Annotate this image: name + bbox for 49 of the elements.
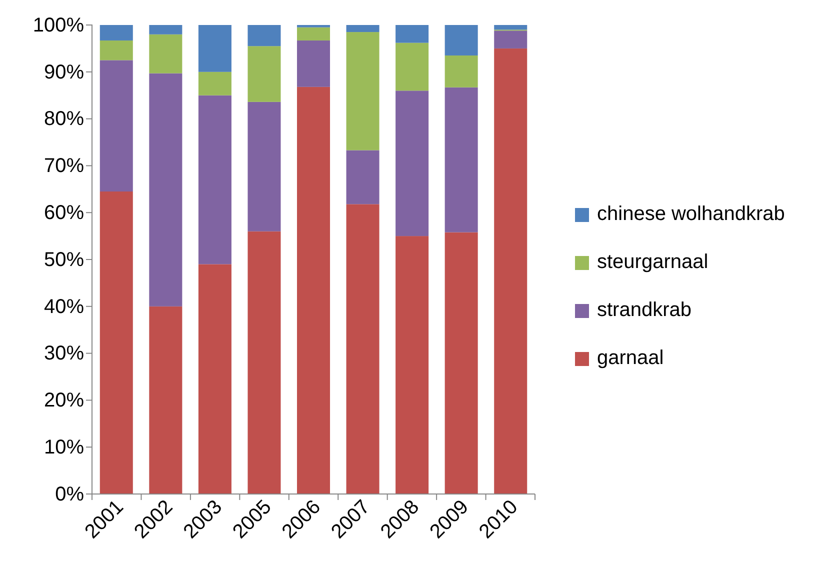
bar <box>149 306 182 494</box>
bar <box>494 25 528 30</box>
bar <box>149 73 182 306</box>
bar <box>248 102 281 232</box>
bar <box>346 32 380 150</box>
y-tick-label: 80% <box>44 108 84 130</box>
bar <box>296 40 330 87</box>
bar <box>396 42 429 91</box>
y-tick-label: 90% <box>44 61 84 84</box>
bar <box>346 25 380 32</box>
bar <box>296 86 330 494</box>
bar <box>444 55 478 88</box>
bar <box>100 40 133 60</box>
legend-label: chinese wolhandkrab <box>597 203 785 225</box>
legend-label: steurgarnaal <box>597 251 708 273</box>
bar <box>444 232 478 494</box>
bar <box>248 25 281 46</box>
bar <box>198 72 232 96</box>
bar <box>396 25 429 43</box>
bar <box>198 25 232 72</box>
bar <box>396 236 429 494</box>
y-tick-label: 0% <box>55 483 84 506</box>
bar <box>248 231 281 494</box>
y-tick-label: 10% <box>44 436 84 458</box>
legend-label: strandkrab <box>597 299 692 321</box>
bar <box>198 264 232 494</box>
bar <box>100 25 133 40</box>
y-tick-label: 70% <box>44 155 84 178</box>
bar <box>149 34 182 74</box>
bar <box>494 30 528 48</box>
bar <box>346 150 380 204</box>
bar <box>296 27 330 40</box>
bar <box>198 95 232 264</box>
bar <box>149 25 182 34</box>
bar <box>100 60 133 192</box>
bar <box>444 87 478 232</box>
bar <box>444 25 478 56</box>
bar <box>248 46 281 102</box>
y-tick-label: 30% <box>44 342 84 365</box>
y-tick-label: 20% <box>44 390 84 412</box>
y-tick-label: 100% <box>32 14 84 36</box>
y-tick-label: 50% <box>44 248 84 271</box>
bar <box>100 191 133 494</box>
y-tick-label: 60% <box>44 202 84 224</box>
y-tick-label: 40% <box>44 296 84 318</box>
legend-label: garnaal <box>597 347 664 369</box>
bar <box>494 48 528 494</box>
bar <box>346 204 380 494</box>
bar <box>396 90 429 236</box>
